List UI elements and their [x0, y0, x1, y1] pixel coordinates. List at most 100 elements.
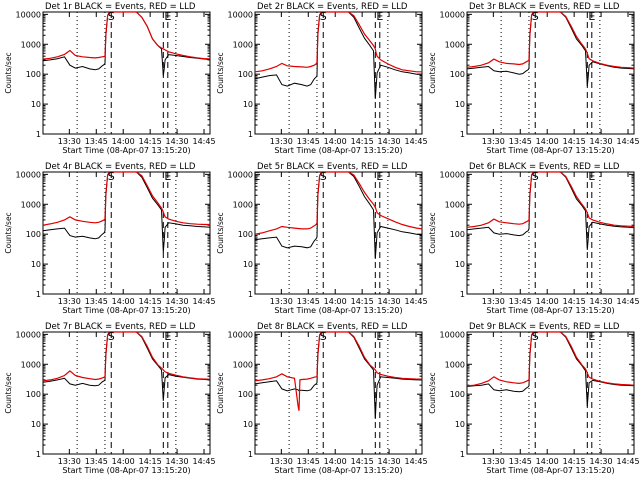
- x-tick-label: 14:15: [139, 457, 162, 466]
- lld-series: [255, 172, 422, 235]
- series-group: [255, 332, 422, 419]
- x-tick-label: 14:45: [192, 137, 215, 146]
- x-axis-label: Start Time (08-Apr-07 13:15:20): [486, 306, 614, 315]
- x-tick-label: 14:00: [112, 457, 135, 466]
- y-tick-label: 1: [248, 290, 253, 299]
- x-tick-label: 13:30: [482, 137, 505, 146]
- x-tick-label: 14:45: [192, 457, 215, 466]
- events-series: [43, 172, 210, 253]
- y-tick-label: 1000: [233, 360, 253, 369]
- y-tick-label: 100: [26, 390, 41, 399]
- x-tick-label: 14:00: [112, 137, 135, 146]
- series-group: [255, 172, 422, 259]
- y-tick-label: 10000: [440, 170, 465, 179]
- x-axis-label: Start Time (08-Apr-07 13:15:20): [486, 466, 614, 475]
- lld-series: [43, 12, 210, 60]
- x-tick-label: 14:15: [563, 457, 586, 466]
- y-axis-label: Counts/sec: [428, 212, 437, 253]
- x-axis-label: Start Time (08-Apr-07 13:15:20): [274, 306, 402, 315]
- marker-s: S: [532, 170, 539, 183]
- y-tick-label: 1: [460, 290, 465, 299]
- series-group: [467, 12, 634, 87]
- x-tick-label: 14:30: [166, 457, 189, 466]
- marker-e: E: [588, 10, 595, 23]
- x-tick-label: 14:00: [536, 297, 559, 306]
- y-tick-label: 1000: [445, 200, 465, 209]
- y-axis-label: Counts/sec: [4, 372, 13, 413]
- y-tick-label: 10: [243, 100, 253, 109]
- plot-frame: [254, 171, 423, 295]
- marker-s: S: [108, 330, 115, 343]
- events-series: [43, 332, 210, 401]
- y-tick-label: 100: [450, 390, 465, 399]
- x-tick-label: 13:30: [58, 457, 81, 466]
- x-tick-label: 13:45: [297, 297, 320, 306]
- events-series: [255, 172, 422, 259]
- y-tick-label: 100: [26, 70, 41, 79]
- x-tick-label: 14:00: [112, 297, 135, 306]
- x-tick-label: 14:45: [404, 137, 427, 146]
- x-axis-label: Start Time (08-Apr-07 13:15:20): [62, 466, 190, 475]
- marker-e: E: [588, 170, 595, 183]
- y-axis-label: Counts/sec: [216, 372, 225, 413]
- marker-s: S: [320, 170, 327, 183]
- x-tick-label: 13:30: [270, 457, 293, 466]
- x-tick-label: 13:30: [270, 297, 293, 306]
- plot-frame: [466, 11, 635, 135]
- lld-series: [467, 332, 634, 387]
- x-tick-label: 14:00: [324, 457, 347, 466]
- x-tick-label: 14:30: [166, 297, 189, 306]
- y-tick-label: 10: [455, 260, 465, 269]
- y-tick-label: 10: [243, 260, 253, 269]
- plot-frame: [466, 331, 635, 455]
- y-tick-label: 100: [238, 70, 253, 79]
- series-group: [43, 12, 210, 76]
- y-tick-label: 1000: [21, 40, 41, 49]
- panel-title: Det 1r BLACK = Events, RED = LLD: [45, 2, 196, 12]
- series-group: [255, 12, 422, 99]
- events-series: [255, 12, 422, 99]
- y-tick-label: 10: [31, 420, 41, 429]
- series-group: [43, 172, 210, 253]
- y-tick-label: 1: [36, 450, 41, 459]
- x-axis-label: Start Time (08-Apr-07 13:15:20): [62, 306, 190, 315]
- marker-e: E: [164, 170, 171, 183]
- plot-frame: [466, 171, 635, 295]
- x-tick-label: 13:30: [58, 137, 81, 146]
- x-tick-label: 13:45: [509, 297, 532, 306]
- plot-frame: [254, 11, 423, 135]
- x-tick-label: 14:15: [563, 137, 586, 146]
- plot-frame: [254, 331, 423, 455]
- y-tick-label: 10000: [16, 330, 41, 339]
- events-series: [467, 12, 634, 87]
- panel-9: Det 9r BLACK = Events, RED = LLD 1 10 100 10…: [428, 322, 640, 475]
- x-tick-label: 14:00: [536, 137, 559, 146]
- plot-frame: [42, 331, 211, 455]
- x-tick-label: 14:30: [590, 297, 613, 306]
- marker-e: E: [164, 10, 171, 23]
- lld-series: [43, 332, 210, 382]
- panel-title: Det 4r BLACK = Events, RED = LLD: [45, 162, 196, 172]
- x-tick-label: 14:30: [166, 137, 189, 146]
- marker-e: E: [164, 330, 171, 343]
- x-tick-label: 13:30: [482, 457, 505, 466]
- x-tick-label: 13:45: [509, 457, 532, 466]
- series-group: [467, 172, 634, 250]
- y-tick-label: 10: [243, 420, 253, 429]
- marker-s: S: [108, 10, 115, 23]
- x-axis-label: Start Time (08-Apr-07 13:15:20): [274, 146, 402, 155]
- y-tick-label: 10: [455, 100, 465, 109]
- lld-series: [255, 12, 422, 73]
- x-tick-label: 14:15: [351, 137, 374, 146]
- events-series: [467, 172, 634, 250]
- x-tick-label: 14:30: [590, 137, 613, 146]
- y-tick-label: 10000: [440, 330, 465, 339]
- panel-1: Det 1r BLACK = Events, RED = LLD 1 10 100 10…: [4, 2, 216, 155]
- x-tick-label: 14:45: [616, 297, 639, 306]
- series-group: [467, 332, 634, 407]
- x-tick-label: 13:45: [297, 457, 320, 466]
- x-tick-label: 13:30: [58, 297, 81, 306]
- y-axis-label: Counts/sec: [216, 212, 225, 253]
- y-tick-label: 1000: [233, 200, 253, 209]
